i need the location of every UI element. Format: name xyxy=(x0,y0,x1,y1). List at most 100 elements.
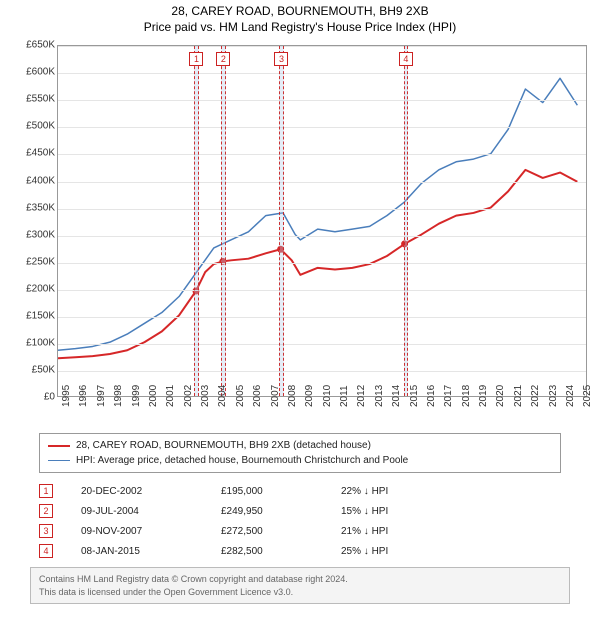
chart-title-line1: 28, CAREY ROAD, BOURNEMOUTH, BH9 2XB xyxy=(171,4,428,20)
gridline-h xyxy=(58,344,586,345)
x-tick-label: 2023 xyxy=(548,385,559,407)
y-tick-label: £450K xyxy=(5,148,55,159)
gridline-h xyxy=(58,290,586,291)
sale-price: £282,500 xyxy=(221,546,341,557)
x-tick-label: 2011 xyxy=(339,386,350,408)
legend-label: 28, CAREY ROAD, BOURNEMOUTH, BH9 2XB (de… xyxy=(76,438,371,453)
sale-marker-label: 3 xyxy=(274,52,288,66)
x-tick-label: 2018 xyxy=(461,385,472,407)
x-tick-label: 1996 xyxy=(78,385,89,407)
chart-container: 28, CAREY ROAD, BOURNEMOUTH, BH9 2XB Pri… xyxy=(0,0,600,620)
sale-marker-band xyxy=(279,46,283,396)
footer-line1: Contains HM Land Registry data © Crown c… xyxy=(39,573,561,586)
y-tick-label: £100K xyxy=(5,338,55,349)
sale-price: £249,950 xyxy=(221,506,341,517)
x-tick-label: 2024 xyxy=(565,385,576,407)
y-tick-label: £550K xyxy=(5,94,55,105)
y-tick-label: £150K xyxy=(5,310,55,321)
x-tick-label: 2008 xyxy=(287,385,298,407)
sale-delta: 21% ↓ HPI xyxy=(341,526,451,537)
legend-item: HPI: Average price, detached house, Bour… xyxy=(48,453,552,468)
sale-marker-label: 1 xyxy=(189,52,203,66)
gridline-h xyxy=(58,263,586,264)
x-tick-label: 2002 xyxy=(183,385,194,407)
legend-label: HPI: Average price, detached house, Bour… xyxy=(76,453,408,468)
sale-delta: 15% ↓ HPI xyxy=(341,506,451,517)
plot-region: 12 3 4 xyxy=(57,45,587,397)
y-tick-label: £300K xyxy=(5,229,55,240)
gridline-h xyxy=(58,182,586,183)
footer-line2: This data is licensed under the Open Gov… xyxy=(39,586,561,599)
x-tick-label: 2019 xyxy=(478,385,489,407)
x-tick-label: 2020 xyxy=(495,385,506,407)
sale-delta: 25% ↓ HPI xyxy=(341,546,451,557)
x-tick-label: 2007 xyxy=(270,385,281,407)
gridline-h xyxy=(58,46,586,47)
x-tick-label: 2009 xyxy=(304,385,315,407)
x-tick-label: 2014 xyxy=(391,385,402,407)
sale-delta: 22% ↓ HPI xyxy=(341,486,451,497)
sales-row: 4 08-JAN-2015£282,50025% ↓ HPI xyxy=(39,541,561,561)
sale-marker-band xyxy=(221,46,225,396)
sale-marker-label: 2 xyxy=(216,52,230,66)
sales-row: 2 09-JUL-2004£249,95015% ↓ HPI xyxy=(39,501,561,521)
sale-marker-band xyxy=(194,46,198,396)
x-tick-label: 1995 xyxy=(61,385,72,407)
sales-row: 3 09-NOV-2007£272,50021% ↓ HPI xyxy=(39,521,561,541)
sale-date: 20-DEC-2002 xyxy=(81,486,221,497)
sale-number-badge: 4 xyxy=(39,544,53,558)
chart-area: 1234 £0£50K£100K£150K£200K£250K£300K£350… xyxy=(5,41,595,431)
legend-swatch xyxy=(48,445,70,447)
x-tick-label: 2025 xyxy=(582,385,593,407)
x-tick-label: 1999 xyxy=(131,385,142,407)
sales-row: 1 20-DEC-2002£195,00022% ↓ HPI xyxy=(39,481,561,501)
gridline-h xyxy=(58,73,586,74)
y-tick-label: £0 xyxy=(5,392,55,403)
sale-date: 09-NOV-2007 xyxy=(81,526,221,537)
x-tick-label: 2021 xyxy=(513,385,524,407)
x-tick-label: 2013 xyxy=(374,385,385,407)
y-tick-label: £250K xyxy=(5,256,55,267)
chart-title-line2: Price paid vs. HM Land Registry's House … xyxy=(144,20,456,36)
x-tick-label: 2010 xyxy=(322,385,333,407)
sale-marker-band xyxy=(404,46,408,396)
series-line-property xyxy=(58,170,577,358)
x-tick-label: 2004 xyxy=(217,385,228,407)
legend-item: 28, CAREY ROAD, BOURNEMOUTH, BH9 2XB (de… xyxy=(48,438,552,453)
y-tick-label: £400K xyxy=(5,175,55,186)
x-tick-label: 2003 xyxy=(200,385,211,407)
x-tick-label: 2022 xyxy=(530,385,541,407)
sale-number-badge: 3 xyxy=(39,524,53,538)
sale-marker-label: 4 xyxy=(399,52,413,66)
x-tick-label: 2012 xyxy=(356,385,367,407)
gridline-h xyxy=(58,236,586,237)
legend: 28, CAREY ROAD, BOURNEMOUTH, BH9 2XB (de… xyxy=(39,433,561,473)
x-tick-label: 1998 xyxy=(113,385,124,407)
gridline-h xyxy=(58,371,586,372)
y-tick-label: £200K xyxy=(5,283,55,294)
x-tick-label: 2017 xyxy=(443,385,454,407)
x-tick-label: 1997 xyxy=(96,385,107,407)
sale-price: £272,500 xyxy=(221,526,341,537)
gridline-h xyxy=(58,317,586,318)
x-tick-label: 2000 xyxy=(148,385,159,407)
legend-swatch xyxy=(48,460,70,461)
x-tick-label: 2016 xyxy=(426,385,437,407)
gridline-h xyxy=(58,209,586,210)
sales-table: 1 20-DEC-2002£195,00022% ↓ HPI 2 09-JUL-200… xyxy=(39,481,561,561)
x-tick-label: 2001 xyxy=(165,385,176,407)
footer-attribution: Contains HM Land Registry data © Crown c… xyxy=(30,567,570,604)
sale-price: £195,000 xyxy=(221,486,341,497)
gridline-h xyxy=(58,100,586,101)
sale-number-badge: 2 xyxy=(39,504,53,518)
y-tick-label: £600K xyxy=(5,67,55,78)
gridline-h xyxy=(58,127,586,128)
y-tick-label: £500K xyxy=(5,121,55,132)
x-tick-label: 2005 xyxy=(235,385,246,407)
x-tick-label: 2015 xyxy=(409,385,420,407)
sale-number-badge: 1 xyxy=(39,484,53,498)
gridline-h xyxy=(58,154,586,155)
sale-date: 09-JUL-2004 xyxy=(81,506,221,517)
y-tick-label: £50K xyxy=(5,365,55,376)
sale-date: 08-JAN-2015 xyxy=(81,546,221,557)
